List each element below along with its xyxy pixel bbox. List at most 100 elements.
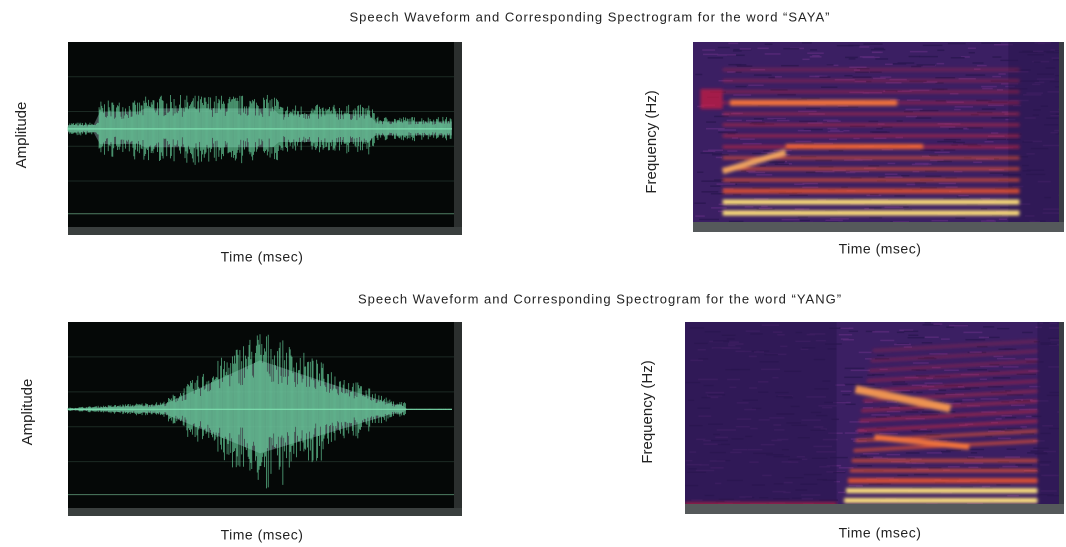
noise	[733, 94, 751, 96]
scrollbar	[1059, 42, 1064, 222]
noise	[716, 157, 722, 159]
noise	[998, 438, 1011, 440]
noise	[991, 132, 998, 134]
noise	[970, 449, 984, 451]
noise	[894, 344, 911, 346]
noise	[821, 86, 837, 88]
noise	[999, 219, 1007, 221]
noise	[879, 433, 898, 435]
noise	[957, 196, 969, 198]
noise	[953, 142, 965, 144]
noise	[941, 451, 951, 453]
noise	[970, 351, 982, 353]
noise	[885, 176, 902, 178]
noise	[827, 128, 837, 130]
noise	[884, 207, 903, 209]
noise	[943, 198, 961, 200]
noise	[958, 195, 968, 197]
noise	[986, 220, 994, 222]
noise	[982, 108, 996, 110]
noise	[727, 150, 737, 152]
noise	[795, 208, 804, 210]
noise	[946, 326, 954, 328]
noise	[874, 48, 884, 50]
noise	[728, 133, 736, 135]
noise	[982, 486, 990, 488]
noise	[920, 110, 939, 112]
noise	[863, 43, 882, 45]
noise	[754, 118, 764, 120]
noise	[925, 176, 941, 178]
x-axis-label: Time (msec)	[839, 525, 922, 541]
noise	[760, 165, 766, 167]
noise	[765, 53, 781, 55]
noise	[759, 208, 773, 210]
noise	[996, 484, 1010, 486]
noise	[895, 416, 901, 418]
noise	[737, 65, 752, 67]
noise	[1025, 358, 1039, 360]
noise	[920, 429, 927, 431]
noise	[988, 386, 1004, 388]
noise	[885, 64, 893, 66]
noise	[901, 175, 909, 177]
x-axis-label: Time (msec)	[839, 241, 922, 257]
noise	[908, 335, 918, 337]
noise	[944, 139, 956, 141]
noise	[783, 48, 799, 50]
noise	[892, 381, 905, 383]
noise	[1001, 415, 1012, 417]
noise	[752, 153, 767, 155]
noise	[846, 172, 856, 174]
noise	[929, 155, 938, 157]
noise	[1011, 405, 1025, 407]
noise	[767, 161, 785, 163]
noise	[888, 163, 896, 165]
noise	[735, 86, 746, 88]
noise	[872, 331, 889, 333]
noise	[849, 58, 856, 60]
noise	[733, 50, 742, 52]
noise	[876, 416, 887, 418]
noise	[1007, 448, 1016, 450]
noise	[712, 153, 722, 155]
noise	[868, 121, 878, 123]
noise	[812, 55, 820, 57]
noise	[940, 126, 955, 128]
noise	[851, 370, 870, 372]
ruler	[68, 508, 462, 516]
noise	[917, 64, 935, 66]
noise	[944, 370, 959, 372]
noise	[802, 183, 817, 185]
y-axis-label: Amplitude	[13, 102, 30, 169]
noise	[912, 384, 927, 386]
noise	[798, 130, 811, 132]
noise	[996, 418, 1002, 420]
noise	[966, 74, 986, 76]
noise	[977, 100, 992, 102]
noise	[904, 111, 913, 113]
noise	[981, 42, 1001, 44]
noise	[700, 152, 713, 154]
noise	[862, 57, 879, 59]
noise	[728, 43, 738, 45]
waveform	[68, 42, 462, 235]
noise	[827, 120, 841, 122]
noise	[827, 64, 834, 66]
noise	[869, 217, 882, 219]
noise	[695, 74, 702, 76]
noise	[945, 186, 957, 188]
noise	[981, 467, 999, 469]
noise	[706, 121, 716, 123]
noise	[1017, 373, 1036, 375]
noise	[955, 106, 973, 108]
noise	[990, 172, 1009, 174]
noise	[874, 137, 887, 139]
noise	[843, 339, 854, 341]
noise	[828, 131, 844, 133]
noise	[844, 377, 862, 379]
noise	[915, 163, 929, 165]
noise	[844, 159, 862, 161]
noise	[897, 475, 908, 477]
noise	[701, 191, 718, 193]
